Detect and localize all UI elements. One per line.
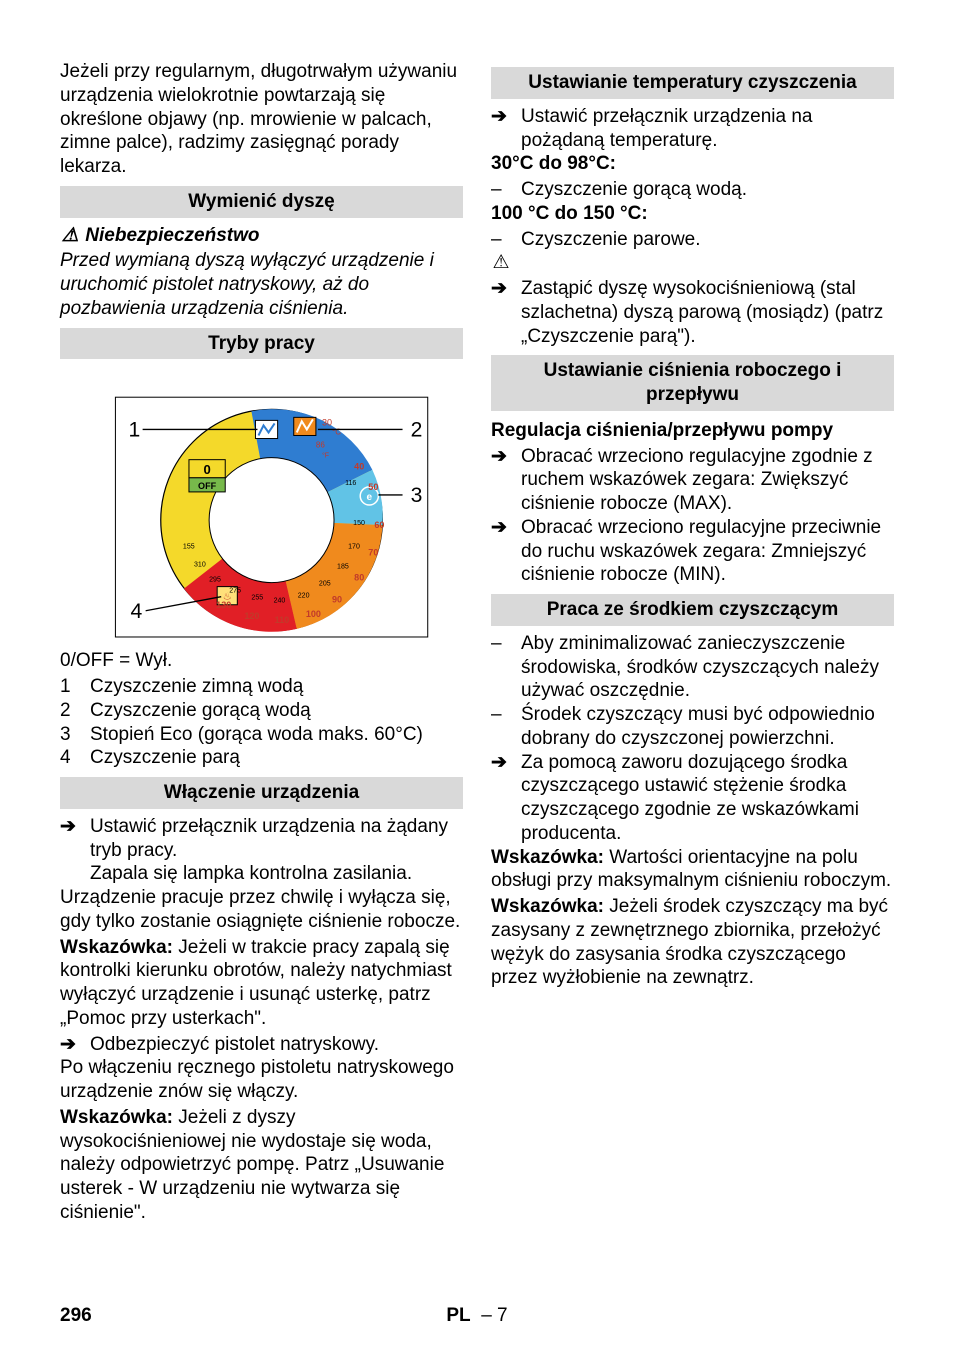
sec-srodek-title: Praca ze środkiem czyszczącym <box>491 594 894 626</box>
svg-text:220: 220 <box>298 593 310 600</box>
svg-text:116: 116 <box>345 480 356 487</box>
warning-icon: ⚠ <box>60 224 80 248</box>
svg-text:4: 4 <box>131 600 143 623</box>
arrow-icon <box>491 516 521 587</box>
svg-text:OFF: OFF <box>198 481 217 491</box>
arrow-icon <box>491 445 521 516</box>
svg-text:310: 310 <box>194 562 206 569</box>
svg-text:3: 3 <box>411 484 423 507</box>
sec-wymienic-title: Wymienić dyszę <box>60 186 463 218</box>
svg-text:150: 150 <box>353 520 365 527</box>
svg-text:30: 30 <box>322 418 332 428</box>
intro-text: Jeżeli przy regularnym, długotrwałym uży… <box>60 60 463 179</box>
mode-dial-svg: 0 OFF 30 °C 86 °F e ♨ <box>60 369 463 641</box>
legend-off: 0/OFF = Wył. <box>60 649 463 673</box>
legend-list: 1Czyszczenie zimną wodą 2Czyszczenie gor… <box>60 675 463 770</box>
warn-text: Przed wymianą dyszą wyłączyć urządzenie … <box>60 249 463 320</box>
svg-text:70: 70 <box>368 548 378 558</box>
svg-text:100: 100 <box>306 609 321 619</box>
sec-temp-title: Ustawianie temperatury czyszczenia <box>491 67 894 99</box>
svg-text:205: 205 <box>319 581 331 588</box>
arrow-icon <box>60 815 90 863</box>
svg-text:90: 90 <box>332 595 342 605</box>
sec-tryby-title: Tryby pracy <box>60 328 463 360</box>
svg-text:60: 60 <box>374 520 384 530</box>
arrow-icon <box>491 105 521 153</box>
svg-text:86: 86 <box>316 441 325 450</box>
mode-dial-figure: 0 OFF 30 °C 86 °F e ♨ <box>60 369 463 641</box>
svg-text:50: 50 <box>368 482 378 492</box>
svg-text:240: 240 <box>274 598 286 605</box>
dash-icon <box>491 178 521 202</box>
warn-label: Niebezpieczeństwo <box>85 225 259 246</box>
svg-text:40: 40 <box>354 462 364 472</box>
dash-icon <box>491 703 521 751</box>
svg-text:110: 110 <box>275 615 290 625</box>
svg-text:0: 0 <box>203 462 210 477</box>
arrow-icon <box>60 1033 90 1057</box>
svg-text:e: e <box>366 492 372 503</box>
svg-text:120: 120 <box>244 611 259 621</box>
svg-text:°F: °F <box>322 452 330 460</box>
svg-text:185: 185 <box>337 564 349 571</box>
dash-icon <box>491 632 521 703</box>
svg-text:155: 155 <box>183 544 195 551</box>
svg-text:295: 295 <box>209 577 221 584</box>
arrow-icon <box>491 751 521 846</box>
page-footer: 296 PL – 7 <box>60 1304 894 1328</box>
sec-wlaczenie-title: Włączenie urządzenia <box>60 777 463 809</box>
svg-text:275: 275 <box>229 588 241 595</box>
sec-cisn-sub: Regulacja ciśnienia/przepływu pompy <box>491 419 894 443</box>
arrow-icon <box>491 277 521 348</box>
svg-text:130: 130 <box>216 600 231 610</box>
warning-icon-standalone: ⚠ <box>491 251 894 275</box>
page-number-center: PL – 7 <box>60 1304 894 1328</box>
sec-cisn-title: Ustawianie ciśnienia roboczego i przepły… <box>491 355 894 411</box>
dash-icon <box>491 228 521 252</box>
svg-text:1: 1 <box>129 419 141 442</box>
svg-text:80: 80 <box>354 573 364 583</box>
warn-heading: ⚠ Niebezpieczeństwo <box>60 224 463 248</box>
svg-text:170: 170 <box>348 544 360 551</box>
svg-text:2: 2 <box>411 419 423 442</box>
svg-text:255: 255 <box>251 595 263 602</box>
